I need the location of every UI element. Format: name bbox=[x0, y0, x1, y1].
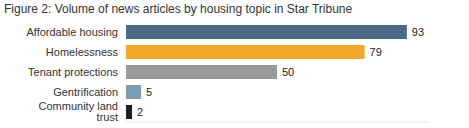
html-text:Figure 2: Volume of news artic: Figure 2: Volume of news articles by hou… bbox=[4, 2, 353, 16]
svg-text:79: 79 bbox=[370, 46, 382, 58]
svg-text:5: 5 bbox=[146, 86, 152, 98]
svg-text:Gentrification: Gentrification bbox=[53, 86, 118, 98]
svg-text:Tenant protections: Tenant protections bbox=[28, 66, 118, 78]
svg-text:2: 2 bbox=[137, 106, 143, 118]
svg-text:Affordable housing: Affordable housing bbox=[26, 26, 118, 38]
svg-text:50: 50 bbox=[282, 66, 294, 78]
svg-text:Community landtrust: Community landtrust bbox=[39, 100, 118, 123]
svg-text:Homelessness: Homelessness bbox=[46, 46, 119, 58]
svg-text:93: 93 bbox=[412, 26, 424, 38]
